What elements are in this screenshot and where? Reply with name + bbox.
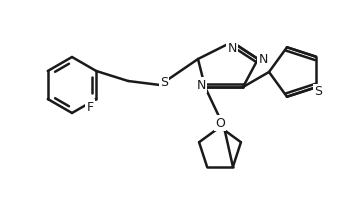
- Text: N: N: [227, 42, 237, 55]
- Text: S: S: [160, 75, 168, 88]
- Text: N: N: [258, 52, 268, 65]
- Text: F: F: [87, 100, 94, 113]
- Text: S: S: [314, 85, 322, 98]
- Text: N: N: [196, 78, 206, 91]
- Text: O: O: [215, 116, 225, 129]
